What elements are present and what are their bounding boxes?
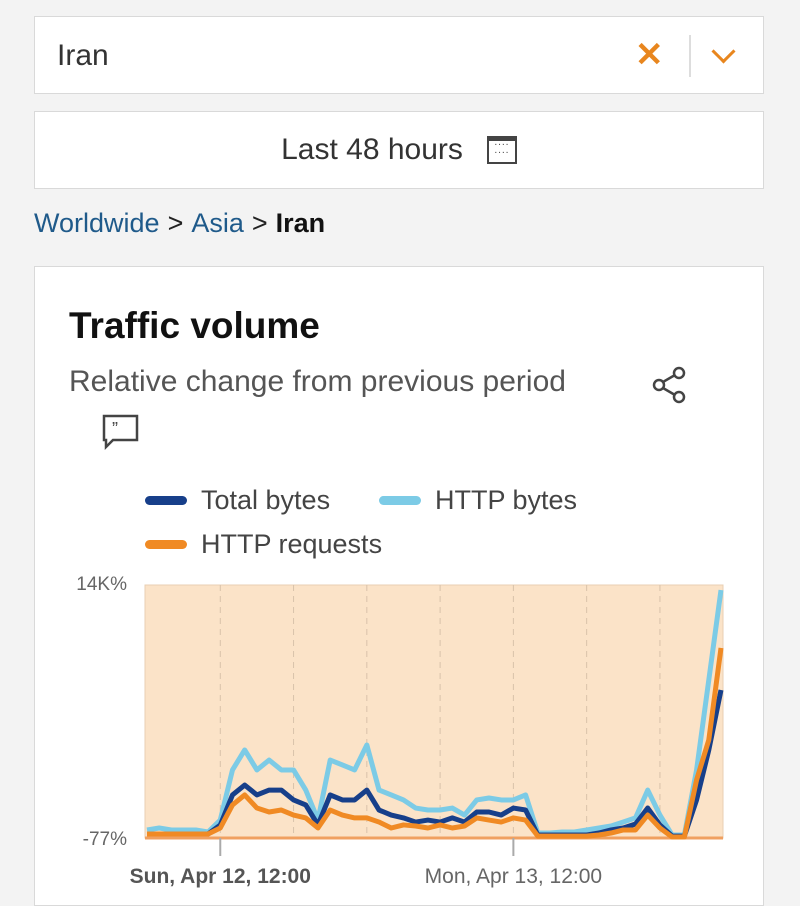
x-tick-label: Sun, Apr 12, 12:00	[130, 865, 311, 888]
series-line-http-requests[interactable]	[147, 647, 724, 840]
location-value: Iran	[57, 39, 109, 72]
share-icon[interactable]	[651, 365, 691, 405]
legend-http-requests[interactable]: HTTP requests	[145, 529, 382, 560]
svg-text:”: ”	[112, 419, 118, 439]
date-range-label: Last 48 hours	[281, 133, 463, 166]
x-tick-label: Mon, Apr 13, 12:00	[425, 865, 602, 888]
divider	[689, 35, 691, 77]
breadcrumb-worldwide[interactable]: Worldwide	[34, 208, 160, 238]
series-line-http-bytes[interactable]	[146, 589, 724, 838]
legend-swatch	[145, 496, 187, 505]
y-tick-top: 14K%	[76, 574, 127, 595]
date-range-picker[interactable]: Last 48 hours ∙∙∙∙ ∙∙∙∙	[34, 111, 764, 189]
breadcrumb-asia[interactable]: Asia	[191, 208, 244, 238]
card-title: Traffic volume	[69, 305, 320, 346]
legend-swatch	[379, 496, 421, 505]
card-subtitle: Relative change from previous period	[69, 365, 566, 398]
legend-swatch	[145, 540, 187, 549]
chevron-right-icon: >	[251, 208, 268, 238]
breadcrumb: Worldwide > Asia > Iran	[34, 208, 325, 239]
location-select[interactable]: Iran ✕	[34, 16, 764, 94]
y-tick-bottom: -77%	[83, 829, 127, 850]
chevron-right-icon: >	[167, 208, 184, 238]
breadcrumb-current: Iran	[275, 208, 326, 238]
series-line-total-bytes[interactable]	[147, 689, 724, 839]
quote-comment-icon[interactable]: ”	[101, 413, 141, 453]
legend-http-bytes[interactable]: HTTP bytes	[379, 485, 577, 516]
calendar-icon: ∙∙∙∙ ∙∙∙∙	[486, 136, 517, 164]
legend-total-bytes[interactable]: Total bytes	[145, 485, 330, 516]
x-icon[interactable]: ✕	[635, 36, 664, 74]
